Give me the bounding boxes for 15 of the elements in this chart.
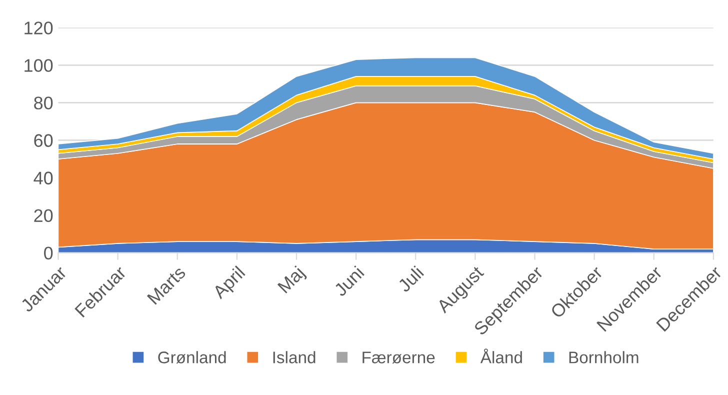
- legend-label: Bornholm: [569, 351, 638, 364]
- x-tick-label: Juni: [332, 265, 365, 298]
- x-tick-label: Maj: [276, 265, 308, 296]
- y-tick-label: 60: [34, 134, 53, 147]
- y-tick-label: 40: [34, 172, 53, 184]
- y-tick-label: 80: [34, 96, 53, 110]
- legend-label: Åland: [480, 348, 522, 364]
- x-tick-label: Juli: [396, 265, 424, 293]
- y-tick-label: 0: [44, 246, 53, 260]
- y-tick-label: 20: [34, 209, 53, 222]
- legend-label: Island: [273, 351, 316, 364]
- y-tick-label: 100: [24, 59, 53, 72]
- y-tick-label: 120: [24, 22, 53, 34]
- legend-label: Færøerne: [362, 352, 435, 364]
- legend-label: Grønland: [158, 351, 226, 364]
